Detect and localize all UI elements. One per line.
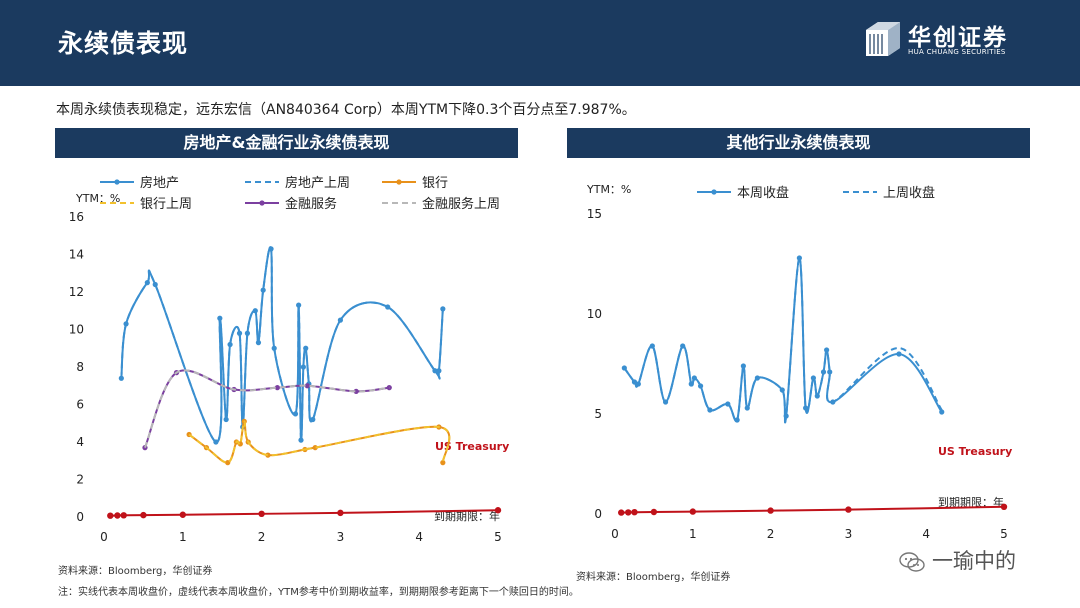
legend-marker: [114, 179, 120, 185]
legend-label: 房地产上周: [285, 175, 350, 191]
data-point: [258, 510, 265, 518]
y-tick-label: 10: [69, 323, 84, 337]
data-point: [312, 445, 318, 451]
series-line: [621, 505, 1005, 514]
x-tick-label: 3: [337, 530, 345, 544]
data-point: [304, 383, 310, 389]
data-point: [353, 388, 359, 394]
data-point: [803, 405, 809, 411]
y-axis-label: YTM：%: [75, 192, 120, 205]
legend-label: 房地产: [140, 175, 179, 191]
data-point: [107, 512, 114, 519]
brand-logo: 华创证券 HUA CHUANG SECURITIES: [864, 18, 1024, 60]
series-line: [120, 246, 444, 444]
data-point: [140, 511, 147, 519]
data-point: [650, 508, 658, 516]
legend-label: 上周收盘: [883, 185, 935, 201]
y-tick-label: 4: [76, 435, 84, 449]
data-point: [114, 512, 121, 519]
legend-marker: [396, 179, 402, 185]
x-tick-label: 3: [845, 527, 853, 541]
y-tick-label: 10: [587, 307, 602, 321]
x-tick-label: 0: [611, 527, 619, 541]
data-point: [625, 509, 632, 516]
y-tick-label: 0: [76, 510, 84, 524]
data-point: [744, 405, 750, 411]
data-point: [298, 437, 304, 443]
series-line: [188, 420, 451, 464]
series-line: [188, 420, 451, 464]
x-tick-label: 5: [1000, 527, 1008, 541]
x-tick-label: 2: [767, 527, 775, 541]
data-point: [236, 330, 243, 336]
legend-label: 金融服务上周: [422, 196, 500, 212]
legend-label: 金融服务: [285, 196, 337, 212]
x-tick-label: 4: [922, 527, 930, 541]
page-title: 永续债表现: [58, 29, 189, 58]
data-point: [337, 509, 344, 517]
source-note-left: 资料来源：Bloomberg，华创证券: [58, 566, 213, 577]
watermark: 一瑜中的: [898, 545, 1016, 575]
data-point: [618, 509, 625, 516]
data-point: [631, 509, 638, 516]
data-point: [689, 508, 696, 515]
watermark-text: 一瑜中的: [932, 549, 1016, 573]
series-line: [144, 369, 390, 449]
y-tick-label: 8: [76, 360, 84, 374]
data-point: [274, 385, 280, 391]
data-point: [120, 512, 127, 519]
logo-text-cn: 华创证券: [908, 25, 1008, 51]
data-point: [1000, 503, 1008, 510]
logo-text-en: HUA CHUANG SECURITIES: [908, 48, 1006, 56]
legend-marker: [259, 200, 265, 206]
y-tick-label: 5: [594, 407, 602, 421]
chart-title-right: 其他行业永续债表现: [567, 128, 1030, 158]
data-point: [939, 409, 945, 415]
x-axis-label: 到期期限：年: [938, 495, 1004, 509]
logo-mark-icon: [866, 22, 900, 56]
data-point: [494, 507, 502, 514]
x-tick-label: 5: [494, 530, 502, 544]
series-line: [623, 256, 943, 424]
legend-label: 银行: [422, 176, 448, 191]
treasury-annotation: US Treasury: [938, 445, 1012, 458]
legend-label: 银行上周: [140, 197, 192, 212]
data-point: [845, 506, 852, 513]
data-point: [827, 369, 833, 375]
data-point: [179, 511, 186, 518]
x-tick-label: 4: [415, 530, 423, 544]
legend-marker: [711, 189, 717, 195]
source-note-right: 资料来源：Bloomberg，华创证券: [576, 572, 731, 583]
summary-text: 本周永续债表现稳定，远东宏信（AN840364 Corp）本周YTM下降0.3个…: [56, 102, 636, 118]
legend-label: 本周收盘: [737, 185, 789, 201]
data-point: [265, 452, 271, 458]
x-axis-label: 到期期限：年: [434, 509, 500, 523]
x-tick-label: 2: [258, 530, 266, 544]
y-tick-label: 0: [594, 507, 602, 521]
y-tick-label: 2: [76, 473, 84, 487]
chart-title-left: 房地产&金融行业永续债表现: [55, 128, 518, 158]
y-tick-label: 15: [587, 207, 602, 221]
treasury-annotation: US Treasury: [435, 440, 509, 453]
wechat-icon: [899, 552, 925, 572]
footnote: 注：实线代表本周收盘价，虚线代表本周收盘价，YTM参考中价到期收益率，到期期限参…: [58, 587, 579, 598]
series-line: [623, 256, 943, 424]
y-tick-label: 16: [69, 210, 84, 224]
y-tick-label: 12: [69, 285, 84, 299]
y-tick-label: 6: [76, 398, 84, 412]
y-tick-label: 14: [69, 248, 84, 262]
y-axis-label: YTM：%: [586, 183, 631, 196]
series-line: [144, 369, 390, 449]
data-point: [440, 460, 446, 466]
x-tick-label: 0: [100, 530, 108, 544]
title-bar: 永续债表现 华创证券 HUA CHUANG SECURITIES: [0, 0, 1080, 86]
x-tick-label: 1: [689, 527, 697, 541]
x-tick-label: 1: [179, 530, 187, 544]
data-point: [767, 507, 774, 514]
data-point: [896, 351, 902, 357]
series-line: [120, 246, 444, 444]
